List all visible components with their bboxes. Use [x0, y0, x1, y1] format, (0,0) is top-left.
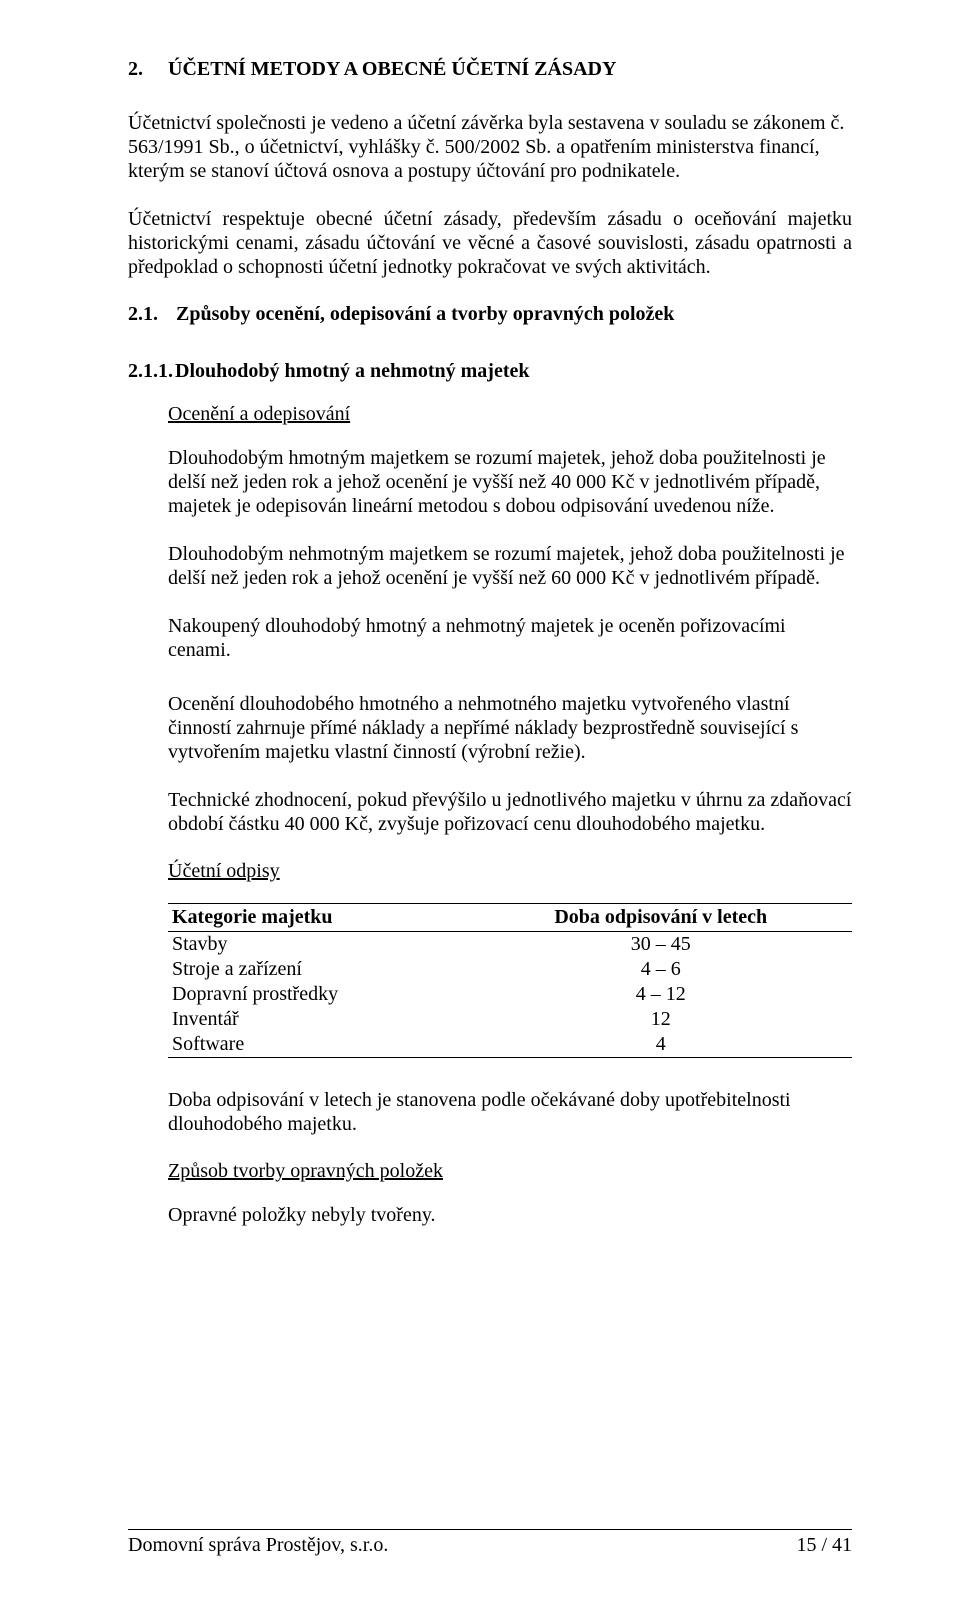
section-heading: 2. ÚČETNÍ METODY A OBECNÉ ÚČETNÍ ZÁSADY — [128, 58, 852, 81]
table-row: Dopravní prostředky 4 – 12 — [168, 982, 852, 1007]
paragraph: Nakoupený dlouhodobý hmotný a nehmotný m… — [168, 614, 852, 662]
section-number: 2. — [128, 58, 168, 81]
footer-page-number: 15 / 41 — [796, 1534, 852, 1557]
table-cell: 4 — [470, 1032, 852, 1058]
paragraph: Technické zhodnocení, pokud převýšilo u … — [168, 788, 852, 836]
table-row: Software 4 — [168, 1032, 852, 1058]
underline-heading: Způsob tvorby opravných položek — [168, 1160, 852, 1183]
subsection-title-text: Způsoby ocenění, odepisování a tvorby op… — [176, 303, 674, 326]
table-cell: Inventář — [168, 1007, 470, 1032]
subsection-heading: 2.1. Způsoby ocenění, odepisování a tvor… — [128, 303, 852, 326]
table-cell: Stavby — [168, 932, 470, 958]
subsubsection-title-text: Dlouhodobý hmotný a nehmotný majetek — [175, 360, 529, 382]
paragraph: Doba odpisování v letech je stanovena po… — [168, 1088, 852, 1136]
table-row: Inventář 12 — [168, 1007, 852, 1032]
subsubsection-heading: 2.1.1.Dlouhodobý hmotný a nehmotný majet… — [128, 360, 852, 383]
table-row: Stavby 30 – 45 — [168, 932, 852, 958]
paragraph: Účetnictví společnosti je vedeno a účetn… — [128, 111, 852, 183]
table-cell: Stroje a zařízení — [168, 957, 470, 982]
paragraph: Dlouhodobým nehmotným majetkem se rozumí… — [168, 542, 852, 590]
footer-company: Domovní správa Prostějov, s.r.o. — [128, 1534, 388, 1557]
table-row: Stroje a zařízení 4 – 6 — [168, 957, 852, 982]
subsubsection-number: 2.1.1. — [128, 360, 173, 382]
depreciation-table: Kategorie majetku Doba odpisování v lete… — [168, 903, 852, 1058]
paragraph: Dlouhodobým hmotným majetkem se rozumí m… — [168, 446, 852, 518]
paragraph: Opravné položky nebyly tvořeny. — [168, 1203, 852, 1227]
page-footer: Domovní správa Prostějov, s.r.o. 15 / 41 — [128, 1529, 852, 1557]
table-cell: Dopravní prostředky — [168, 982, 470, 1007]
subsection-number: 2.1. — [128, 303, 176, 326]
table-cell: 12 — [470, 1007, 852, 1032]
section-title-text: ÚČETNÍ METODY A OBECNÉ ÚČETNÍ ZÁSADY — [168, 58, 616, 81]
table-cell: 4 – 12 — [470, 982, 852, 1007]
table-cell: Software — [168, 1032, 470, 1058]
paragraph: Ocenění dlouhodobého hmotného a nehmotné… — [168, 692, 852, 764]
paragraph: Účetnictví respektuje obecné účetní zása… — [128, 207, 852, 279]
table-header: Kategorie majetku — [168, 904, 470, 932]
table-cell: 30 – 45 — [470, 932, 852, 958]
underline-heading: Ocenění a odepisování — [168, 403, 852, 426]
table-cell: 4 – 6 — [470, 957, 852, 982]
underline-heading: Účetní odpisy — [168, 860, 852, 883]
table-header: Doba odpisování v letech — [470, 904, 852, 932]
